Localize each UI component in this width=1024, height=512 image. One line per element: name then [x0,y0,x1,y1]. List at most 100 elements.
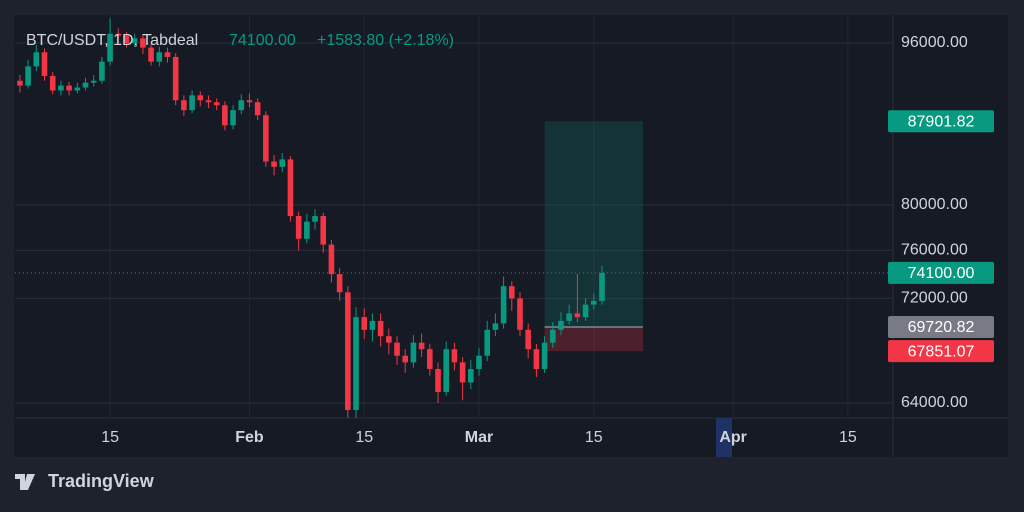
x-tick-label: 15 [101,429,119,446]
candle-body [131,38,138,43]
stop-label: 67851.07 [908,343,975,360]
candle-body [517,298,523,330]
candle-body [246,100,253,103]
candle-body [336,274,343,293]
candle-body [566,313,572,321]
brand: TradingView [48,471,155,491]
candle-body [25,66,31,86]
entry-label: 69720.82 [908,319,975,336]
candle-body [279,159,286,167]
candle-body [574,313,581,318]
target-label: 87901.82 [908,113,975,130]
candle-body [287,159,294,217]
candle-body [49,75,56,91]
candle-body [320,216,327,245]
candle-body [476,355,482,369]
candle-body [361,317,368,330]
candle-body [549,329,556,343]
target-box [888,110,994,133]
stop-box [888,340,994,363]
entry-box [888,315,994,338]
candle-body [443,349,450,392]
candle-body [74,87,81,91]
candle-body [435,368,441,392]
candle-body [254,102,261,116]
candle-body [107,33,113,62]
candle-body [427,349,433,369]
y-tick-label: 76000.00 [901,242,968,259]
candle-body [222,105,228,126]
chart-panel [14,15,1008,457]
last-price-label: 74100.00 [908,265,975,282]
candle-body [33,52,40,67]
x-tick-label: Feb [235,429,264,446]
candle-body [181,100,187,111]
candle-body [533,349,540,369]
y-tick-label: 80000.00 [901,196,968,213]
y-tick-label: 64000.00 [901,394,968,411]
candle-body [213,102,220,106]
candle-body [304,221,310,239]
candle-body [41,52,48,76]
x-tick-label: Mar [465,429,493,446]
candle-body [82,82,89,88]
candle-body [402,355,409,363]
candle-body [345,292,351,410]
x-tick-label: Apr [719,429,747,446]
candle-body [66,85,72,91]
y-tick-label: 96000.00 [901,34,968,51]
candle-body [328,244,335,275]
candle-body [156,52,163,62]
x-tick-label: 15 [585,429,603,446]
candle-body [558,320,564,330]
candle-body [369,320,376,330]
candle-body [164,52,171,57]
candle-body [541,342,548,369]
position-loss [544,326,643,352]
crosshair-marker [716,418,732,457]
candle-body [197,95,204,101]
candle-body [500,286,507,324]
candle-body [312,216,318,222]
last-price-box [888,261,994,284]
candle-body [386,336,392,343]
candle-body [468,368,474,383]
candle-body [353,317,359,410]
candle-body [492,323,499,330]
candle-body [90,80,97,83]
candle-body [418,342,425,350]
logo [15,474,35,490]
candle-body [377,320,384,337]
candle-body [484,329,491,356]
candle-body [394,342,400,356]
candle-body [271,161,277,167]
candle-body [17,80,23,86]
candle-body [410,342,417,363]
candle-body [99,61,105,81]
candle-body [525,329,531,350]
price-change: +1583.80 (+2.18%) [317,32,454,49]
candle-body [115,33,122,36]
candle-body [508,286,515,299]
chart-title: BTC/USDT, 1D, Tabdeal [26,32,198,49]
candle-body [58,85,64,91]
candle-body [582,304,589,318]
candle-body [205,100,212,103]
candle-body [263,115,269,162]
candle-body [295,216,302,239]
candle-body [230,110,236,126]
candle-body [459,362,466,383]
candle-body [599,272,605,301]
x-tick-label: 15 [355,429,373,446]
candle-body [140,38,146,48]
last-price: 74100.00 [229,32,296,49]
candle-body [189,95,195,111]
candle-body [148,47,154,62]
candle-body [451,349,458,363]
candle-body [172,56,179,101]
candle-body [123,35,130,43]
position-profit [544,121,643,327]
y-tick-label: 72000.00 [901,290,968,307]
candle-body [238,100,245,111]
